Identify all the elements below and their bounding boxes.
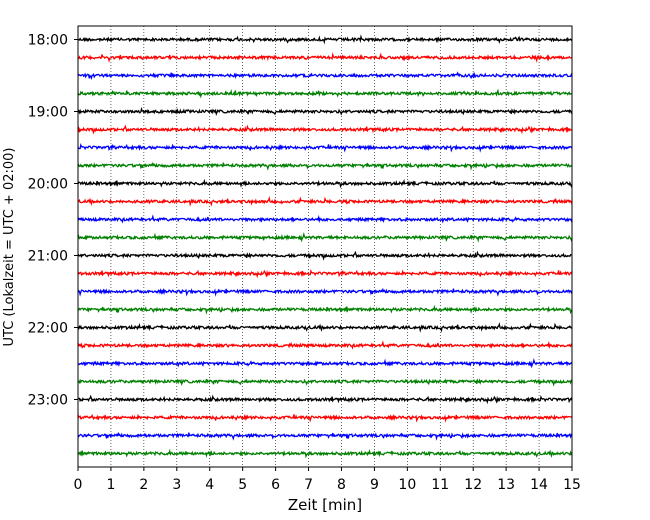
x-axis: 0 1 2 3 4 5 6 7 8 9 10 11 12 13 14 15	[74, 467, 581, 493]
trace-line	[77, 250, 573, 261]
y-tick-label: 20:00	[28, 177, 68, 193]
plot-frame	[77, 25, 573, 468]
trace-line	[77, 378, 573, 387]
trace-line	[77, 232, 573, 243]
x-tick-label: 15	[563, 477, 581, 493]
x-tick-label: 10	[398, 477, 416, 493]
x-tick-label: 1	[106, 477, 115, 493]
trace-line	[77, 269, 573, 279]
trace-line	[77, 88, 573, 99]
y-axis: 18:00 19:00 20:00 21:00 22:00 23:00	[28, 33, 78, 409]
trace-line	[77, 448, 573, 459]
trace-line	[77, 358, 573, 369]
trace-line	[77, 196, 573, 207]
trace-line	[77, 178, 573, 189]
trace-line	[77, 394, 573, 405]
y-axis-title: UTC (Lokalzeit = UTC + 02:00)	[2, 148, 17, 347]
y-tick-label: 21:00	[28, 249, 68, 265]
trace-line	[77, 106, 573, 117]
x-tick-label: 14	[530, 477, 548, 493]
x-tick-label: 4	[205, 477, 214, 493]
x-tick-label: 6	[271, 477, 280, 493]
x-tick-label: 13	[497, 477, 515, 493]
grid-lines	[110, 26, 540, 467]
trace-line	[77, 287, 573, 297]
x-tick-label: 3	[172, 477, 181, 493]
trace-line	[77, 161, 573, 171]
trace-line	[77, 52, 573, 63]
trace-line	[77, 322, 573, 333]
trace-line	[77, 143, 573, 153]
trace-line	[77, 431, 573, 441]
trace-group	[77, 34, 573, 459]
x-tick-label: 8	[337, 477, 346, 493]
x-axis-title: Zeit [min]	[288, 496, 362, 514]
trace-line	[77, 304, 573, 315]
x-tick-label: 9	[370, 477, 379, 493]
x-tick-label: 0	[74, 477, 83, 493]
x-tick-label: 2	[139, 477, 148, 493]
trace-line	[77, 340, 573, 350]
y-tick-label: 18:00	[28, 33, 68, 49]
x-tick-label: 11	[431, 477, 449, 493]
trace-line	[77, 214, 573, 224]
trace-line	[77, 34, 572, 45]
trace-line	[77, 413, 573, 423]
x-tick-label: 7	[304, 477, 313, 493]
trace-line	[77, 124, 573, 135]
y-tick-label: 19:00	[28, 105, 68, 121]
y-tick-label: 22:00	[28, 321, 68, 337]
trace-line	[77, 71, 573, 81]
x-tick-label: 5	[238, 477, 247, 493]
x-tick-label: 12	[464, 477, 482, 493]
y-tick-label: 23:00	[28, 393, 68, 409]
